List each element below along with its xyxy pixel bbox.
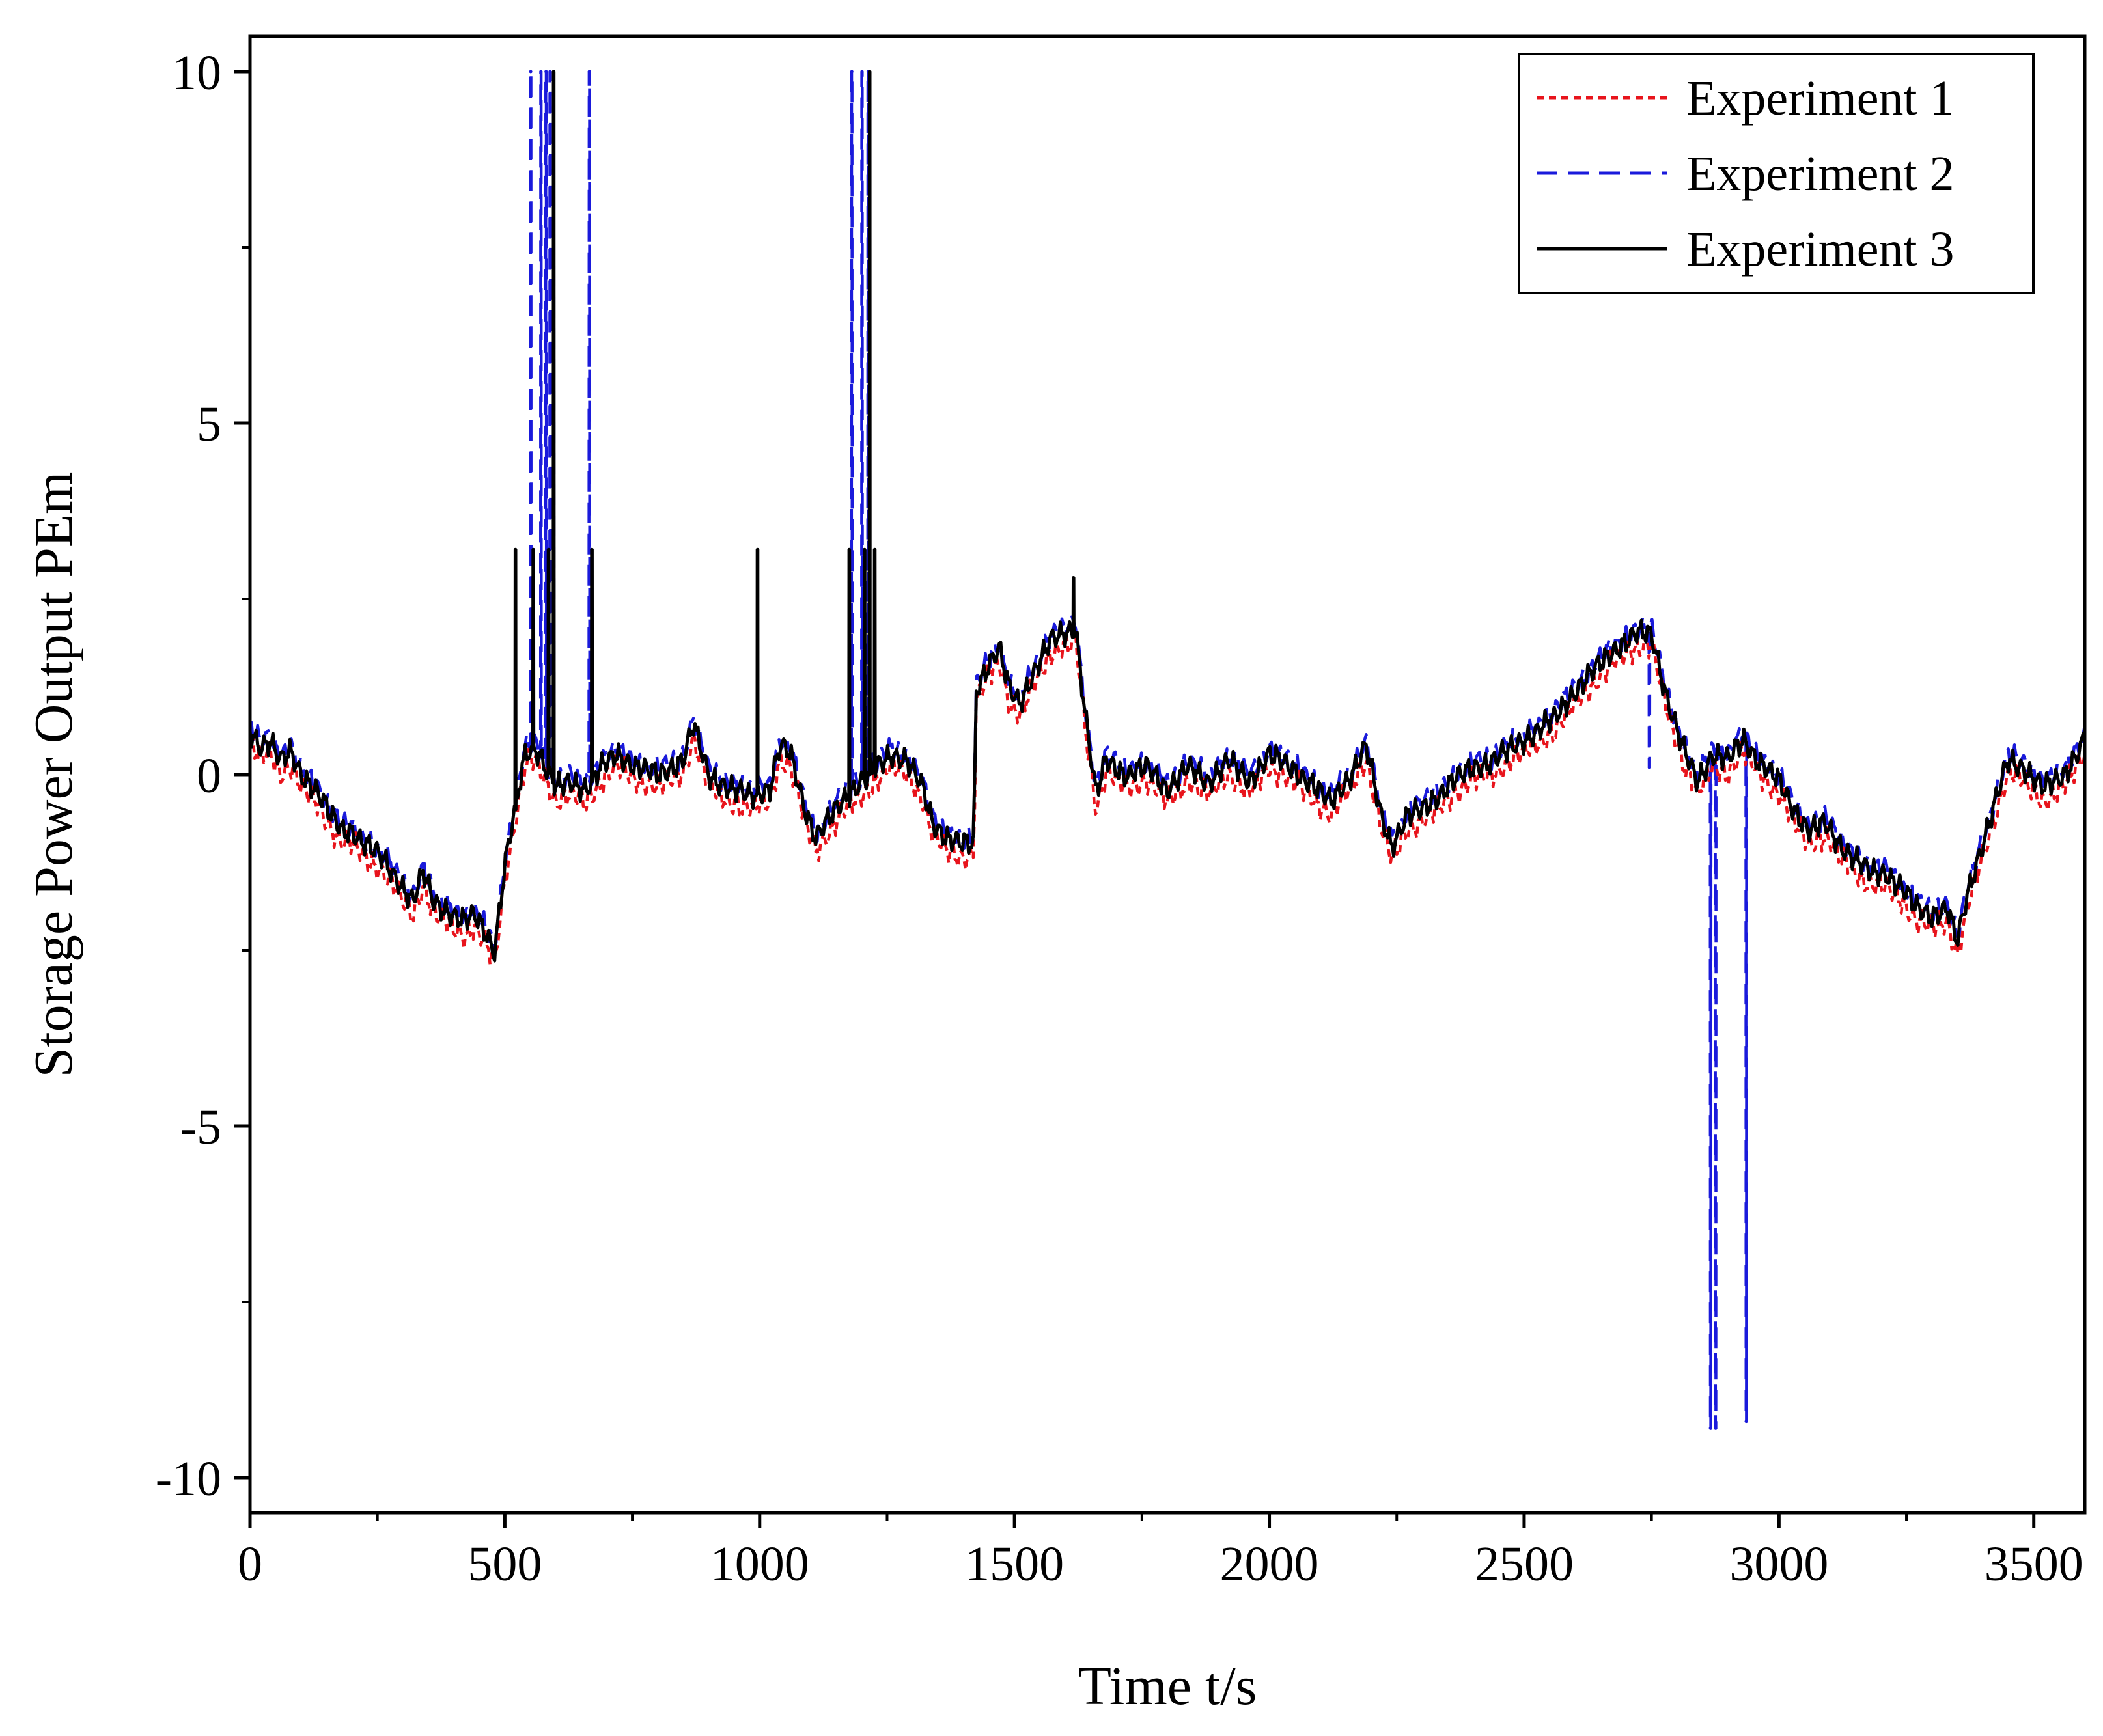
x-tick-label: 0: [238, 1537, 262, 1591]
legend-label-experiment-2: Experiment 2: [1686, 146, 1955, 201]
spike-point-experiment-2: [587, 70, 591, 74]
y-tick-label: 5: [197, 397, 221, 452]
spike-point-experiment-3: [755, 547, 759, 551]
spike-point-experiment-3: [514, 547, 518, 551]
spike-point-experiment-3: [590, 547, 594, 551]
spike-point-experiment-2: [529, 70, 533, 74]
series-line-experiment-1: [250, 629, 2085, 966]
y-tick-label: -10: [156, 1452, 221, 1506]
spike-point-experiment-2: [1714, 1426, 1718, 1430]
x-tick-label: 2500: [1475, 1537, 1574, 1591]
y-tick-label: 0: [197, 749, 221, 803]
spike-point-experiment-3: [868, 70, 872, 74]
series-line-experiment-2: [250, 70, 2085, 1430]
spike-point-experiment-3: [551, 70, 555, 74]
x-axis: 0 500 1000 1500 2000 2500 3000 3500: [238, 1513, 2083, 1591]
spike-point-experiment-2: [860, 70, 864, 74]
legend-label-experiment-1: Experiment 1: [1686, 71, 1955, 126]
y-tick-label: -5: [180, 1100, 221, 1155]
spike-point-experiment-2: [1708, 1426, 1712, 1430]
x-axis-title: Time t/s: [1078, 1656, 1257, 1716]
x-tick-label: 500: [467, 1537, 542, 1591]
x-tick-label: 1000: [710, 1537, 809, 1591]
x-tick-label: 1500: [965, 1537, 1064, 1591]
spike-point-experiment-3: [847, 547, 851, 551]
spike-point-experiment-2: [1744, 1420, 1748, 1424]
series-line-experiment-3: [250, 70, 2085, 963]
spike-point-experiment-3: [873, 547, 877, 551]
x-tick-label: 3000: [1729, 1537, 1828, 1591]
y-axis-title: Storage Power Output PEm: [23, 472, 84, 1078]
legend: Experiment 1 Experiment 2 Experiment 3: [1518, 53, 2035, 294]
x-tick-label: 2000: [1220, 1537, 1319, 1591]
series-layer: [250, 70, 2085, 1430]
spike-point-experiment-2: [548, 70, 552, 74]
x-tick-label: 3500: [1985, 1537, 2083, 1591]
spike-point-experiment-3: [863, 547, 867, 551]
spike-point-experiment-2: [1647, 765, 1651, 769]
y-tick-label: 10: [172, 46, 221, 100]
spike-point-experiment-2: [850, 70, 854, 74]
spike-point-experiment-3: [531, 547, 535, 551]
y-axis: -10 -5 0 5 10: [156, 46, 250, 1506]
spike-point-experiment-3: [1072, 576, 1076, 580]
spike-point-experiment-2: [544, 70, 548, 74]
legend-label-experiment-3: Experiment 3: [1686, 222, 1955, 277]
spike-point-experiment-2: [539, 70, 543, 74]
spike-point-experiment-3: [547, 547, 551, 551]
